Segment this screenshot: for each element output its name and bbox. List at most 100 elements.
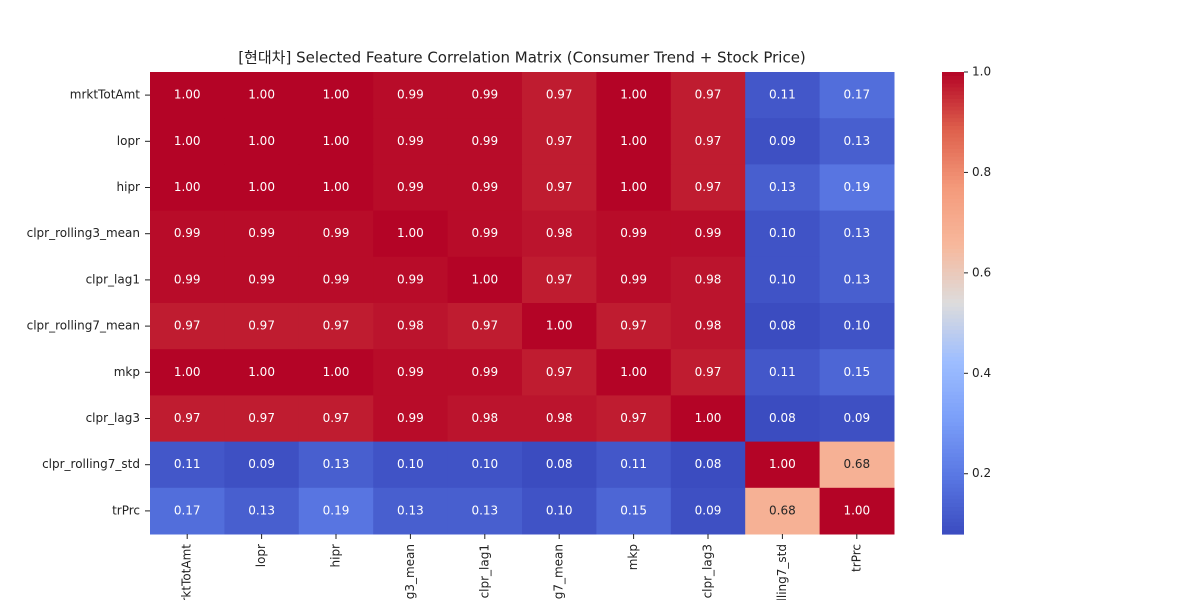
heatmap-cell xyxy=(596,164,672,212)
heatmap-cell xyxy=(522,487,597,535)
colorbar-segment xyxy=(942,179,964,185)
heatmap-cell xyxy=(373,487,449,535)
cell-label: 1.00 xyxy=(620,134,647,148)
y-tick-label: hipr xyxy=(117,180,141,194)
colorbar-segment xyxy=(942,256,964,262)
cell-label: 1.00 xyxy=(323,88,350,102)
heatmap-cell xyxy=(670,441,746,489)
heatmap-cell xyxy=(447,164,523,212)
heatmap-cell xyxy=(522,72,597,119)
cell-label: 0.98 xyxy=(546,411,573,425)
colorbar-segment xyxy=(942,168,964,173)
cell-label: 0.97 xyxy=(323,319,350,333)
heatmap-cell xyxy=(670,303,746,350)
heatmap-cell xyxy=(596,441,672,489)
cell-label: 0.13 xyxy=(397,503,424,517)
heatmap-cell xyxy=(522,118,597,165)
colorbar-segment xyxy=(942,507,964,512)
cell-label: 1.00 xyxy=(248,365,275,379)
heatmap-cell xyxy=(150,487,225,535)
cell-label: 1.00 xyxy=(620,365,647,379)
heatmap-cell xyxy=(670,118,746,165)
cell-label: 0.68 xyxy=(843,457,870,471)
colorbar-segment xyxy=(942,98,964,104)
cell-label: 0.99 xyxy=(397,134,424,148)
cell-label: 1.00 xyxy=(323,365,350,379)
colorbar-segment xyxy=(942,495,964,500)
cell-label: 0.97 xyxy=(471,319,498,333)
heatmap-cell xyxy=(224,164,300,212)
colorbar-segment xyxy=(942,145,964,150)
colorbar-segment xyxy=(942,433,964,439)
heatmap-cell xyxy=(298,487,374,535)
cell-label: 0.99 xyxy=(397,180,424,194)
cell-label: 0.19 xyxy=(843,180,870,194)
colorbar-segment xyxy=(942,202,964,208)
colorbar-segment xyxy=(942,260,964,266)
cell-label: 0.13 xyxy=(769,180,796,194)
heatmap-cell xyxy=(819,349,895,396)
cell-label: 0.99 xyxy=(471,88,498,102)
colorbar-segment xyxy=(942,195,964,200)
heatmap-cell xyxy=(819,487,895,535)
cell-label: 0.99 xyxy=(397,272,424,286)
y-tick-label: clpr_lag3 xyxy=(86,411,140,425)
cell-label: 1.00 xyxy=(843,503,870,517)
colorbar-segment xyxy=(942,72,964,77)
heatmap-cell xyxy=(819,441,895,489)
heatmap-cell xyxy=(447,256,523,304)
colorbar-segment xyxy=(942,399,964,404)
heatmap-cell xyxy=(819,256,895,304)
colorbar-segment xyxy=(942,310,964,316)
cell-label: 0.99 xyxy=(397,411,424,425)
heatmap-cell xyxy=(745,118,821,165)
colorbar-segment xyxy=(942,233,964,239)
heatmap-cell xyxy=(224,487,300,535)
heatmap-cell xyxy=(745,72,821,119)
colorbar-segment xyxy=(942,445,964,450)
colorbar-segment xyxy=(942,291,964,296)
cell-label: 1.00 xyxy=(323,180,350,194)
colorbar-segment xyxy=(942,430,964,435)
colorbar-segment xyxy=(942,272,964,277)
colorbar-segment xyxy=(942,264,964,269)
cell-label: 0.97 xyxy=(546,180,573,194)
x-tick-label: clpr_rolling7_mean xyxy=(552,544,566,600)
heatmap-cell xyxy=(150,441,225,489)
cell-label: 0.98 xyxy=(546,226,573,240)
colorbar-segment xyxy=(942,530,964,535)
cell-label: 0.99 xyxy=(248,272,275,286)
heatmap-cell xyxy=(373,303,449,350)
colorbar-segment xyxy=(942,133,964,139)
colorbar-segment xyxy=(942,464,964,470)
cell-label: 0.99 xyxy=(695,226,722,240)
heatmap-cell xyxy=(819,164,895,212)
colorbar-segment xyxy=(942,441,964,447)
heatmap-cell xyxy=(596,303,672,350)
colorbar-segment xyxy=(942,87,964,92)
heatmap-cell xyxy=(373,210,449,258)
cell-label: 0.10 xyxy=(843,319,870,333)
cell-label: 0.17 xyxy=(174,503,201,517)
colorbar-segment xyxy=(942,376,964,381)
colorbar-segment xyxy=(942,118,964,123)
cell-label: 0.99 xyxy=(323,272,350,286)
cell-label: 0.13 xyxy=(323,457,350,471)
colorbar-segment xyxy=(942,368,964,373)
colorbar-segment xyxy=(942,360,964,366)
heatmap-cell xyxy=(150,118,225,165)
heatmap-cell xyxy=(596,210,672,258)
cell-label: 0.13 xyxy=(248,503,275,517)
colorbar-segment xyxy=(942,476,964,481)
colorbar-segment xyxy=(942,283,964,289)
cell-label: 0.97 xyxy=(695,134,722,148)
cell-label: 0.99 xyxy=(471,134,498,148)
colorbar-tick-label: 1.0 xyxy=(972,65,991,79)
cell-label: 0.09 xyxy=(769,134,796,148)
y-tick-label: trPrc xyxy=(112,503,140,517)
colorbar-segment xyxy=(942,510,964,516)
cell-label: 0.97 xyxy=(695,88,722,102)
colorbar-segment xyxy=(942,122,964,127)
heatmap-cell xyxy=(298,256,374,304)
colorbar-segment xyxy=(942,79,964,85)
